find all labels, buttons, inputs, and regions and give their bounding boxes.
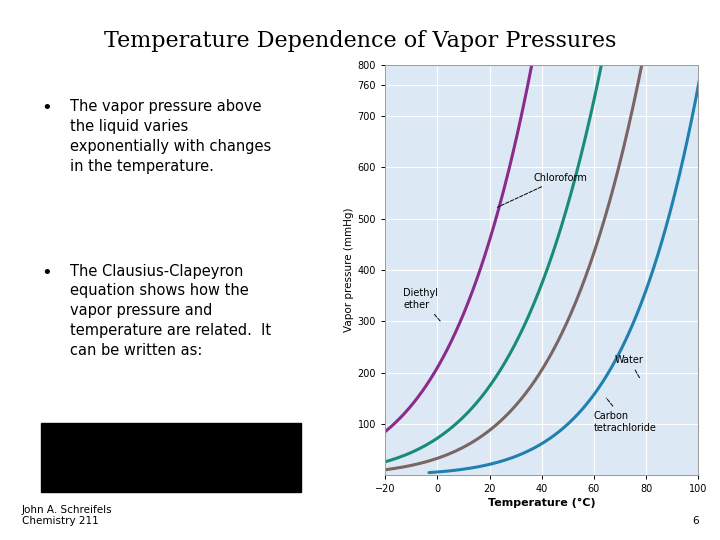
Text: 6: 6 — [692, 516, 698, 526]
Text: •: • — [42, 264, 53, 281]
Text: •: • — [42, 99, 53, 117]
Text: Diethyl
ether: Diethyl ether — [403, 288, 441, 322]
Text: Temperature Dependence of Vapor Pressures: Temperature Dependence of Vapor Pressure… — [104, 30, 616, 52]
Text: Water: Water — [615, 355, 644, 378]
Bar — [42, 423, 301, 492]
Text: The Clausius-Clapeyron
equation shows how the
vapor pressure and
temperature are: The Clausius-Clapeyron equation shows ho… — [70, 264, 271, 357]
Text: John A. Schreifels
Chemistry 211: John A. Schreifels Chemistry 211 — [22, 505, 112, 526]
Text: Chloroform: Chloroform — [498, 173, 588, 207]
Text: Carbon
tetrachloride: Carbon tetrachloride — [594, 398, 657, 433]
X-axis label: Temperature (°C): Temperature (°C) — [488, 498, 595, 509]
Y-axis label: Vapor pressure (mmHg): Vapor pressure (mmHg) — [343, 208, 354, 332]
Text: The vapor pressure above
the liquid varies
exponentially with changes
in the tem: The vapor pressure above the liquid vari… — [70, 99, 271, 174]
